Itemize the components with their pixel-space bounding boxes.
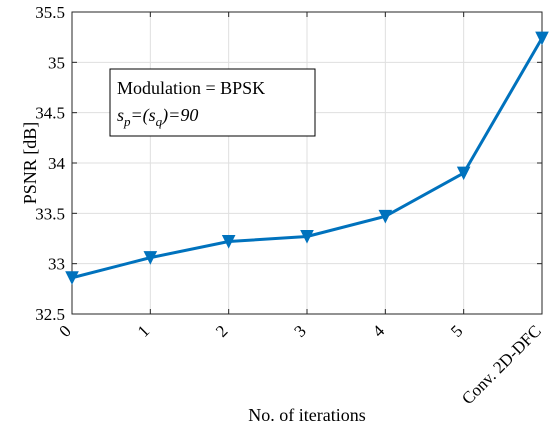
data-point-marker (143, 251, 158, 265)
data-point-marker (300, 229, 314, 244)
data-point-marker (535, 31, 549, 46)
symbol-s: s (117, 105, 124, 125)
y-tick-label: 35.5 (35, 3, 65, 22)
x-tick-label: 5 (447, 321, 466, 340)
equals-open: =( (131, 105, 150, 126)
y-tick-label: 33 (48, 255, 65, 274)
data-point-marker (65, 271, 79, 285)
y-tick-label: 32.5 (35, 305, 65, 324)
axis-ticks (71, 11, 543, 315)
annotation-modulation: Modulation = BPSK (117, 78, 265, 98)
x-tick-label: 0 (55, 321, 74, 340)
y-tick-label: 35 (48, 53, 65, 72)
annotation-box: Modulation = BPSK sp=(sq)=90 (109, 68, 316, 137)
y-axis-title: PSNR [dB] (20, 122, 40, 205)
y-tick-label: 33.5 (35, 204, 65, 223)
x-tick-label: 3 (290, 321, 309, 340)
x-axis-title: No. of iterations (248, 405, 365, 425)
data-point-marker (456, 166, 471, 181)
x-tick-label: 2 (212, 321, 231, 340)
subscript-p: p (123, 114, 131, 129)
annotation-spread-factors: sp=(sq)=90 (117, 105, 198, 129)
data-point-marker (378, 209, 393, 224)
x-tick-label: Conv. 2D-DFC (458, 321, 545, 408)
x-tick-label: 4 (369, 321, 389, 341)
series-group (65, 31, 549, 285)
close-value: )=90 (161, 105, 198, 126)
data-point-marker (221, 235, 236, 249)
annotation-frame (109, 68, 316, 137)
y-tick-label: 34 (48, 154, 66, 173)
subscript-q: q (156, 114, 163, 129)
symbol-s-2: s (149, 105, 156, 125)
x-tick-label: 1 (134, 321, 153, 340)
y-tick-label: 34.5 (35, 104, 65, 123)
